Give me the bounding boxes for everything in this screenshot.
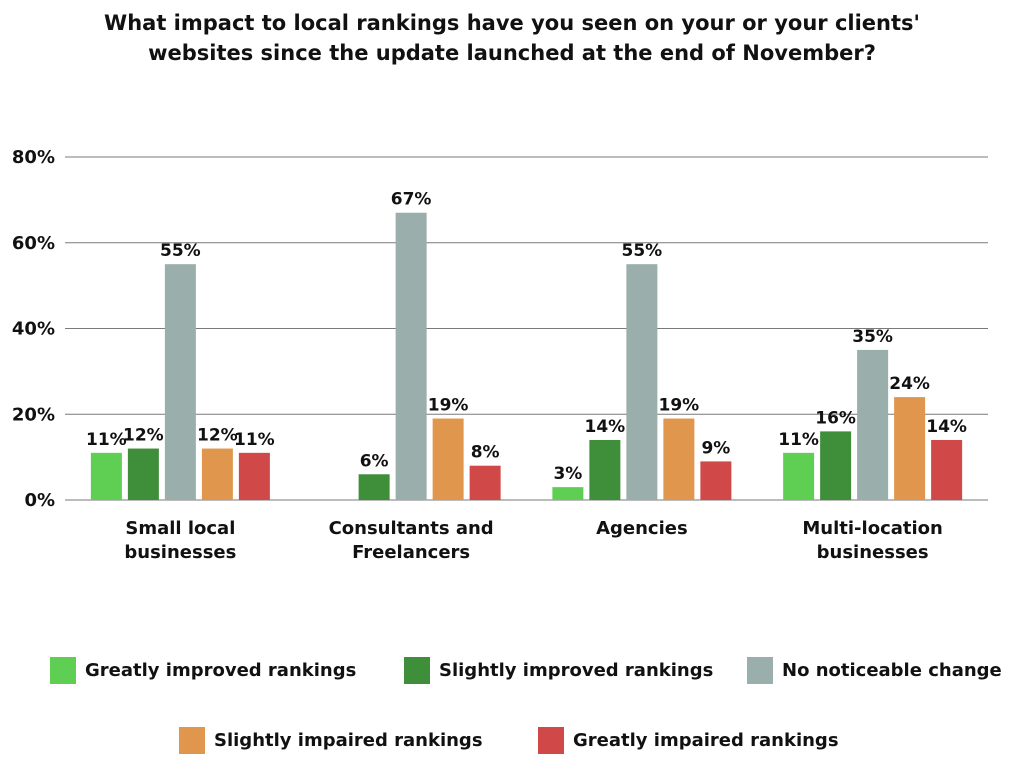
bar (164, 264, 196, 500)
data-label: 19% (659, 396, 700, 416)
legend-label: Slightly impaired rankings (214, 730, 483, 751)
legend-label: Greatly improved rankings (85, 660, 357, 681)
bar (820, 431, 852, 500)
data-label: 11% (86, 430, 127, 450)
legend-label: Slightly improved rankings (439, 660, 714, 681)
legend-item: Greatly impaired rankings (538, 727, 839, 754)
data-label: 35% (852, 327, 893, 347)
data-label: 67% (391, 190, 432, 210)
x-tick-label: Small local (125, 518, 235, 539)
data-label: 9% (701, 438, 730, 458)
data-label: 8% (471, 443, 500, 463)
data-label: 14% (585, 417, 626, 437)
data-label: 55% (622, 241, 663, 261)
bar (201, 448, 233, 500)
legend-swatch (50, 657, 76, 684)
data-label: 24% (889, 374, 930, 394)
y-tick-label: 0% (24, 490, 55, 511)
x-tick-label: Multi-location (802, 518, 942, 539)
data-label: 11% (234, 430, 275, 450)
bar (931, 439, 963, 500)
legend-swatch (404, 657, 430, 684)
bar (395, 212, 427, 501)
bar (552, 487, 584, 500)
x-tick-label: Freelancers (352, 542, 470, 563)
data-label: 12% (197, 426, 238, 446)
bar (432, 418, 464, 500)
x-tick-label: businesses (817, 542, 929, 563)
chart-title: What impact to local rankings have you s… (0, 8, 1024, 68)
bar (783, 452, 815, 500)
bar (589, 439, 621, 500)
legend-item: Slightly impaired rankings (179, 727, 483, 754)
x-tick-label: businesses (124, 542, 236, 563)
bar (358, 474, 390, 500)
legend-item: Greatly improved rankings (50, 657, 356, 684)
y-tick-label: 40% (12, 319, 55, 340)
y-tick-label: 20% (12, 404, 55, 425)
bar (663, 418, 695, 500)
data-label: 6% (360, 451, 389, 471)
legend-item: No noticeable change (747, 657, 1002, 684)
legend-label: No noticeable change (782, 660, 1002, 681)
x-tick-label: Consultants and (329, 518, 494, 539)
data-label: 19% (428, 396, 469, 416)
bar (90, 452, 122, 500)
chart-title-line-1: What impact to local rankings have you s… (104, 11, 920, 35)
chart-title-line-2: websites since the update launched at th… (148, 41, 876, 65)
data-label: 12% (123, 426, 164, 446)
bar (700, 461, 732, 500)
data-label: 11% (778, 430, 819, 450)
data-label: 14% (926, 417, 967, 437)
bar (626, 264, 658, 500)
bar (469, 465, 501, 500)
data-label: 16% (815, 408, 856, 428)
legend-item: Slightly improved rankings (404, 657, 713, 684)
data-label: 3% (553, 464, 582, 484)
y-tick-label: 60% (12, 233, 55, 254)
legend-swatch (179, 727, 205, 754)
legend-swatch (747, 657, 773, 684)
bar (894, 397, 926, 500)
y-tick-label: 80% (12, 147, 55, 168)
legend-swatch (538, 727, 564, 754)
bar (127, 448, 159, 500)
bar (857, 349, 889, 500)
x-tick-label: Agencies (596, 518, 688, 539)
bar (238, 452, 270, 500)
data-label: 55% (160, 241, 201, 261)
legend-label: Greatly impaired rankings (573, 730, 839, 751)
